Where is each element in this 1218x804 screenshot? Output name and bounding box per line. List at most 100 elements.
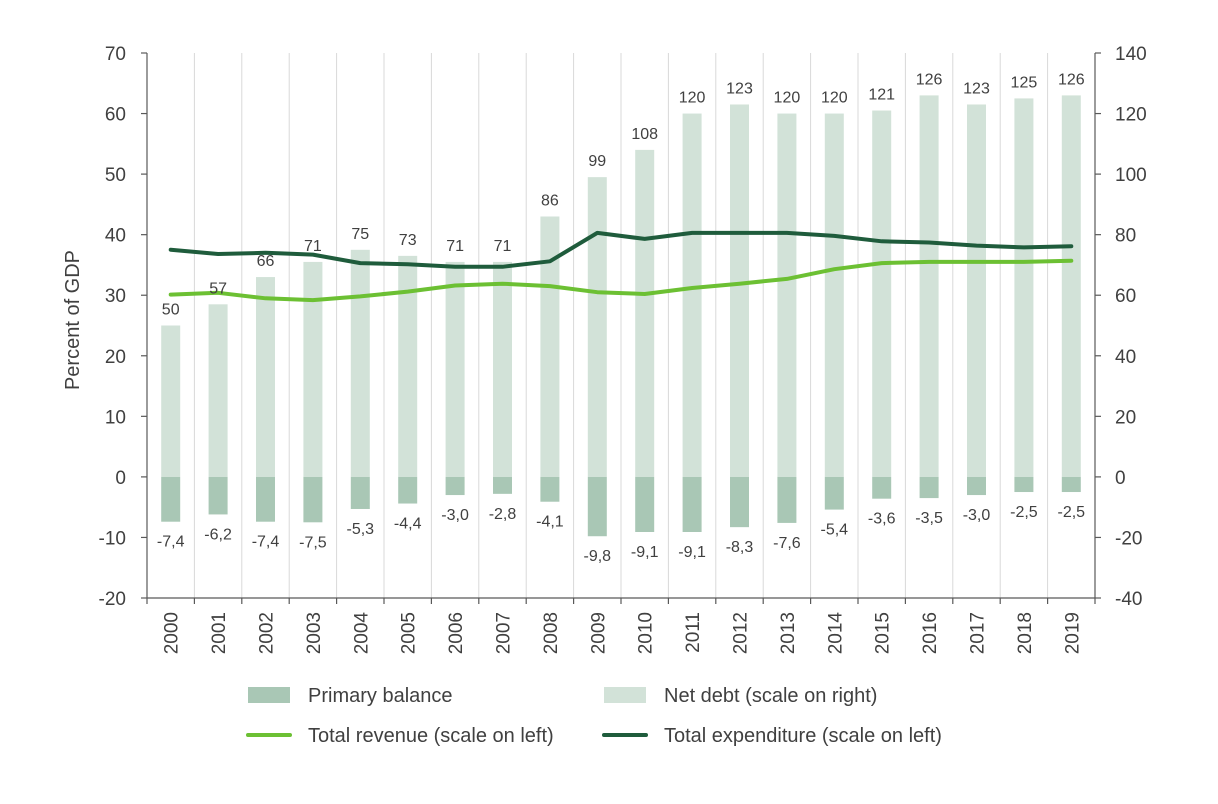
right-tick-label: 40 [1115,347,1136,368]
x-tick-label: 2010 [636,612,657,654]
right-tick-label: 140 [1115,44,1147,65]
primary-balance-data-label: -8,3 [726,539,754,556]
net-debt-bar [350,249,370,477]
primary-balance-bar [730,476,749,528]
legend: Primary balance Net debt (scale on right)… [246,685,942,747]
x-tick-label: 2018 [1015,612,1036,654]
net-debt-data-label: 50 [162,302,180,319]
legend-label: Total expenditure (scale on left) [664,725,942,747]
total-revenue-line [168,258,1074,303]
net-debt-data-label: 126 [916,71,943,88]
primary-balance-bar [303,476,323,523]
left-tick-label: 20 [105,347,126,368]
net-debt-bar [493,261,512,477]
right-tick-label: 60 [1115,286,1136,307]
net-debt-bars [161,95,1081,477]
primary-balance-data-label: -2,5 [1010,504,1038,521]
net-debt-bar [872,110,892,477]
primary-balance-bar [445,476,465,496]
net-debt-bar [303,261,323,477]
net-debt-data-label: 120 [821,90,848,107]
tick-labels: -20 -10 0 10 20 30 40 50 60 70 -40 -20 0 20 40 60 80 100 1… [99,44,1147,654]
primary-balance-bar [919,476,939,499]
right-tick-label: -20 [1115,528,1142,549]
net-debt-data-label: 120 [679,90,706,107]
net-debt-bar [730,104,749,477]
net-debt-data-label: 125 [1011,74,1038,91]
primary-balance-bar [587,476,607,537]
x-tick-label: 2003 [304,612,325,654]
net-debt-bar [919,95,939,477]
series-lines [168,230,1074,303]
net-debt-bar [967,104,986,477]
primary-balance-bar [967,476,986,496]
net-debt-bar [1061,95,1081,477]
x-tick-label: 2009 [588,612,609,654]
primary-balance-bar [777,476,797,523]
x-tick-label: 2019 [1062,612,1083,654]
net-debt-bar [635,149,655,477]
primary-balance-bar [493,476,512,494]
net-debt-data-label: 71 [494,238,512,255]
left-tick-label: 50 [105,165,126,186]
primary-balance-bar [682,476,702,532]
primary-balance-data-label: -9,8 [584,548,612,565]
right-tick-label: 20 [1115,407,1136,428]
x-tick-label: 2015 [873,612,894,654]
left-tick-label: -10 [99,528,126,549]
primary-balance-data-label: -3,0 [963,507,991,524]
x-tick-label: 2014 [825,612,846,655]
legend-label: Total revenue (scale on left) [308,725,554,747]
net-debt-data-label: 73 [399,232,417,249]
x-tick-label: 2005 [399,612,420,654]
left-tick-label: 30 [105,286,126,307]
net-debt-bar [540,216,560,477]
net-debt-bar [256,277,275,477]
x-tick-label: 2011 [683,612,704,653]
axes [141,52,1101,604]
x-tick-label: 2004 [351,612,372,655]
primary-balance-data-label: -2,8 [489,506,517,523]
gridlines [193,53,1049,598]
net-debt-bar [1014,98,1034,477]
net-debt-data-label: 57 [209,280,227,297]
x-tick-label: 2016 [920,612,941,654]
data-labels: 50 57 66 71 75 73 71 71 86 99 108 120 123 120 120 121 12… [157,71,1085,565]
net-debt-data-label: 108 [631,126,658,143]
net-debt-bar [445,261,465,477]
left-tick-label: 10 [105,407,126,428]
net-debt-data-label: 123 [726,80,753,97]
net-debt-bar [161,325,181,477]
x-tick-label: 2017 [968,612,989,654]
right-tick-label: 0 [1115,468,1126,489]
right-tick-label: 80 [1115,226,1136,247]
left-tick-label: 70 [105,44,126,65]
primary-balance-bar [872,476,892,499]
primary-balance-data-label: -2,5 [1058,504,1086,521]
net-debt-data-label: 66 [257,253,275,270]
left-tick-label: 60 [105,105,126,126]
primary-balance-data-label: -6,2 [204,526,232,543]
primary-balance-data-label: -9,1 [631,544,659,561]
left-tick-label: -20 [99,589,126,610]
y-axis-title: Percent of GDP [62,250,84,390]
primary-balance-bar [256,476,275,522]
primary-balance-data-label: -3,6 [868,511,896,528]
net-debt-bar [824,113,844,477]
net-debt-data-label: 121 [868,87,895,104]
primary-balance-bar [208,476,228,515]
right-tick-label: 100 [1115,165,1147,186]
net-debt-bar [587,177,607,477]
primary-balance-data-label: -3,0 [441,507,469,524]
right-tick-label: -40 [1115,589,1142,610]
left-tick-label: 0 [115,468,126,489]
primary-balance-data-label: -7,4 [157,534,185,551]
net-debt-data-label: 86 [541,193,559,210]
primary-balance-data-label: -9,1 [678,544,706,561]
primary-balance-data-label: -7,4 [252,534,280,551]
x-tick-label: 2001 [209,612,230,654]
net-debt-bar [682,113,702,477]
primary-balance-data-label: -4,1 [536,514,564,531]
net-debt-data-label: 71 [446,238,464,255]
